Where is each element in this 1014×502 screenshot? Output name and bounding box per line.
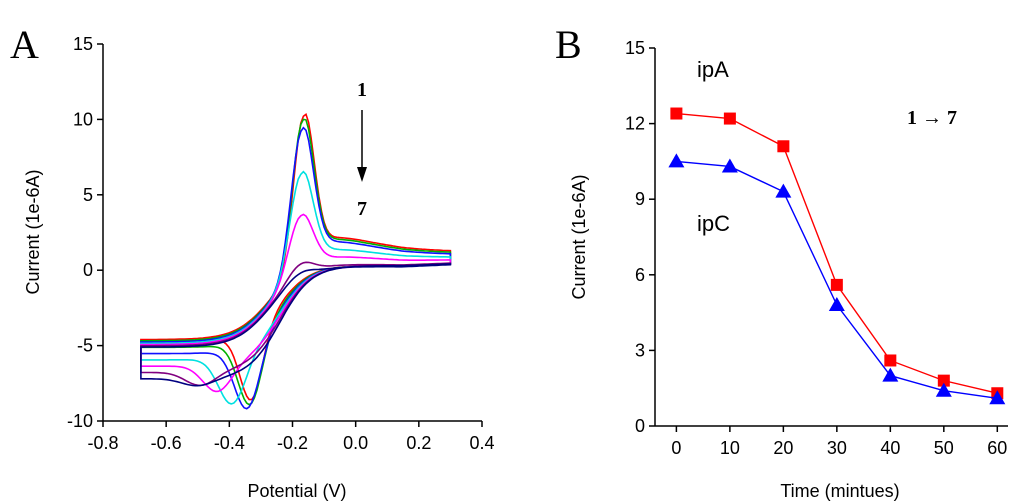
panel-b-x-tick-label: 50	[934, 438, 954, 458]
data-point-ipc	[882, 367, 899, 382]
data-point-ipc	[721, 158, 738, 173]
series-label-ipa: ipA	[697, 57, 729, 82]
panel-b-label: B	[555, 22, 582, 67]
panel-b-annotation: 1 → 7	[907, 107, 957, 129]
panel-a-x-tick-label: -0.6	[151, 433, 182, 453]
data-point-ipa	[884, 354, 897, 367]
panel-a-chart: A Potential (V) Current (1e-6A) -0.8 -0.6…	[10, 22, 495, 501]
data-point-ipa	[670, 107, 683, 120]
panel-a-series	[140, 113, 452, 410]
panel-a-x-tick-label: -0.2	[277, 433, 308, 453]
panel-b-x-tick-label: 0	[671, 438, 681, 458]
panel-b-y-tick-label: 6	[635, 265, 645, 285]
panel-a-x-axis-label: Potential (V)	[247, 481, 346, 501]
series-line-ipa	[676, 112, 998, 394]
panel-a-x-tick-label: -0.4	[214, 433, 245, 453]
panel-b-x-tick-label: 10	[720, 438, 740, 458]
annotation-end-label: 7	[357, 198, 367, 220]
panel-a-x-tick-label: -0.8	[87, 433, 118, 453]
panel-a-x-tick-label: 0.2	[406, 433, 431, 453]
panel-b-x-tick-label: 40	[880, 438, 900, 458]
panel-a-annotation: 1 7	[357, 79, 367, 220]
panel-b-y-ticks: 0 3 6 9 12 15	[625, 38, 655, 436]
arrow-down-icon	[357, 167, 367, 182]
panel-b-x-tick-label: 30	[827, 438, 847, 458]
panel-a-y-tick-label: 15	[73, 34, 93, 54]
panel-b-chart: B Time (mintues) Current (1e-6A) 0 10 20 30…	[555, 22, 1008, 501]
panel-a-x-ticks: -0.8 -0.6 -0.4 -0.2 0.0 0.2 0.4	[87, 421, 495, 453]
data-point-ipa	[723, 112, 736, 125]
cv-curve-6	[140, 261, 452, 387]
data-point-ipc	[989, 390, 1006, 405]
panel-b-axes	[654, 48, 1008, 427]
data-point-ipc	[828, 297, 845, 312]
panel-b-y-tick-label: 12	[625, 114, 645, 134]
panel-b-x-axis-label: Time (mintues)	[780, 481, 899, 501]
panel-a-label: A	[10, 22, 39, 67]
cv-curve-7	[140, 263, 452, 387]
annotation-start-label: 1	[357, 79, 367, 101]
panel-b-x-ticks: 0 10 20 30 40 50 60	[671, 426, 1007, 458]
data-point-ipc	[668, 153, 685, 168]
panel-b-series	[668, 107, 1006, 405]
panel-a-y-axis-label: Current (1e-6A)	[23, 169, 43, 294]
panel-a-y-tick-label: -10	[67, 411, 93, 431]
panel-b-y-axis-label: Current (1e-6A)	[569, 174, 589, 299]
data-point-ipa	[830, 278, 843, 291]
data-point-ipa	[777, 140, 790, 153]
panel-b-x-tick-label: 60	[987, 438, 1007, 458]
data-point-ipc	[935, 382, 952, 397]
panel-b-x-tick-label: 20	[773, 438, 793, 458]
panel-a-y-tick-label: 10	[73, 109, 93, 129]
data-point-ipc	[775, 183, 792, 198]
panel-b-series-labels: ipA ipC	[697, 57, 730, 236]
panel-b-y-tick-label: 15	[625, 38, 645, 58]
panel-a-y-tick-label: 0	[83, 260, 93, 280]
panel-a-x-tick-label: 0.0	[343, 433, 368, 453]
panel-b-y-tick-label: 0	[635, 416, 645, 436]
cv-curve-5	[140, 213, 452, 393]
data-point-ipa	[937, 374, 950, 387]
panel-b-y-tick-label: 9	[635, 189, 645, 209]
panel-b-y-tick-label: 3	[635, 340, 645, 360]
panel-a-y-tick-label: 5	[83, 185, 93, 205]
panel-a-y-tick-label: -5	[77, 336, 93, 356]
series-label-ipc: ipC	[697, 211, 730, 236]
panel-a-x-tick-label: 0.4	[469, 433, 494, 453]
panel-a-y-ticks: -10 -5 0 5 10 15	[67, 34, 103, 431]
